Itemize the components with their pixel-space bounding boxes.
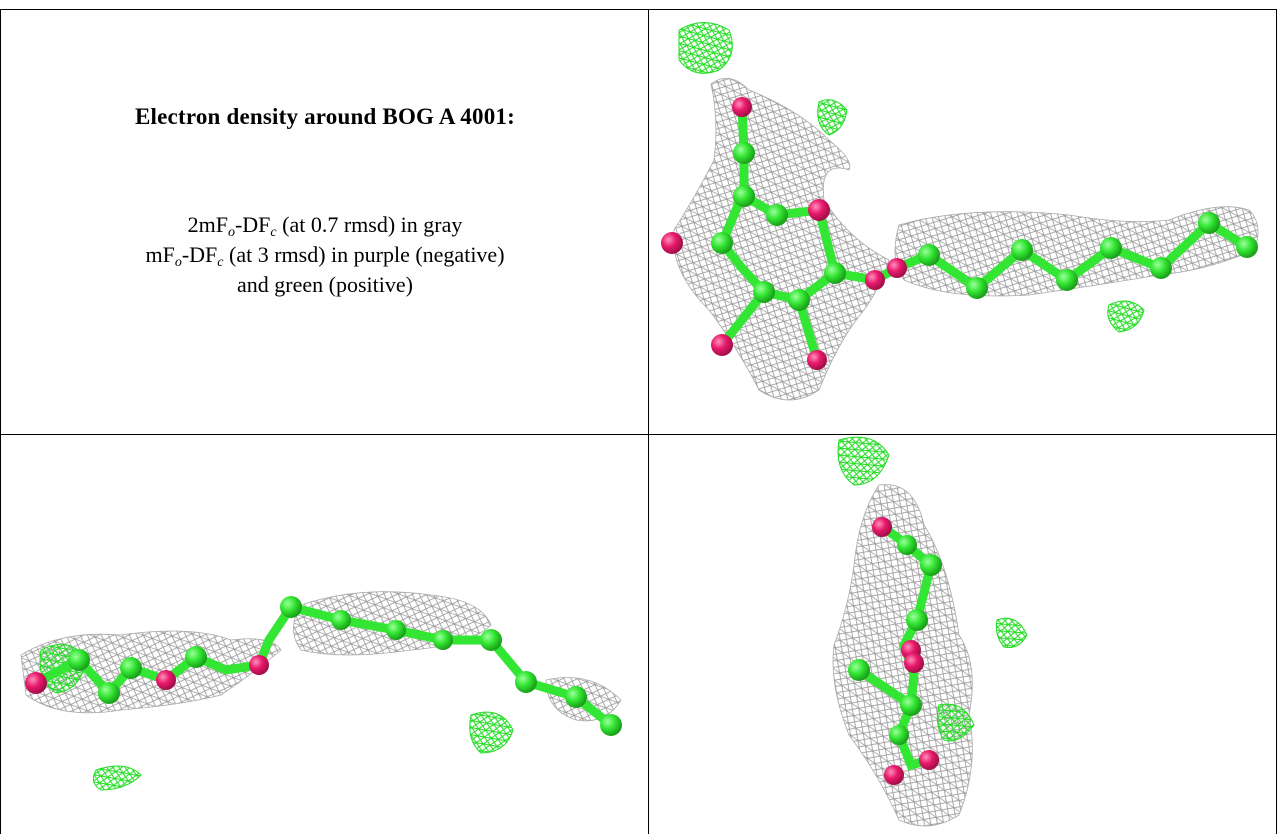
density-image-bottom-right [832,436,1028,827]
caption-line-2mfo: 2mFo-DFc (at 0.7 rmsd) in gray [187,212,463,240]
caption-title: Electron density around BOG A 4001: [135,104,515,129]
density-image-bottom-left [20,591,622,791]
green-mesh-3 [1107,300,1145,333]
border-middle-horizontal [0,434,1277,435]
bonds-bottom-left [31,601,616,730]
green-mesh-2 [817,99,848,136]
green-mesh-bl-2 [469,711,514,754]
view-bottom-right [649,435,1276,834]
atoms-bottom-left [25,596,622,736]
green-mesh-bl-3 [92,765,142,791]
border-top [0,9,1277,10]
green-mesh-br-1 [837,436,890,486]
border-left [0,9,1,834]
atoms-bottom-right [848,517,942,785]
caption-line-mfo: mFo-DFc (at 3 rmsd) in purple (negative) [145,242,505,270]
border-middle-vertical [648,9,649,834]
green-mesh-br-3 [936,703,975,742]
density-image-top-right [661,22,1259,401]
green-mesh-br-2 [995,617,1028,648]
green-mesh-1 [678,22,733,74]
view-top-right [649,10,1276,434]
atoms-top-right [661,97,1258,370]
caption-line-positive: and green (positive) [237,272,413,297]
gray-mesh-sugar [673,77,890,401]
caption-cell: Electron density around BOG A 4001: 2mFo… [1,10,648,434]
caption-description: 2mFo-DFc (at 0.7 rmsd) in gray mFo-DFc (… [1,210,648,300]
view-bottom-left [1,435,648,834]
